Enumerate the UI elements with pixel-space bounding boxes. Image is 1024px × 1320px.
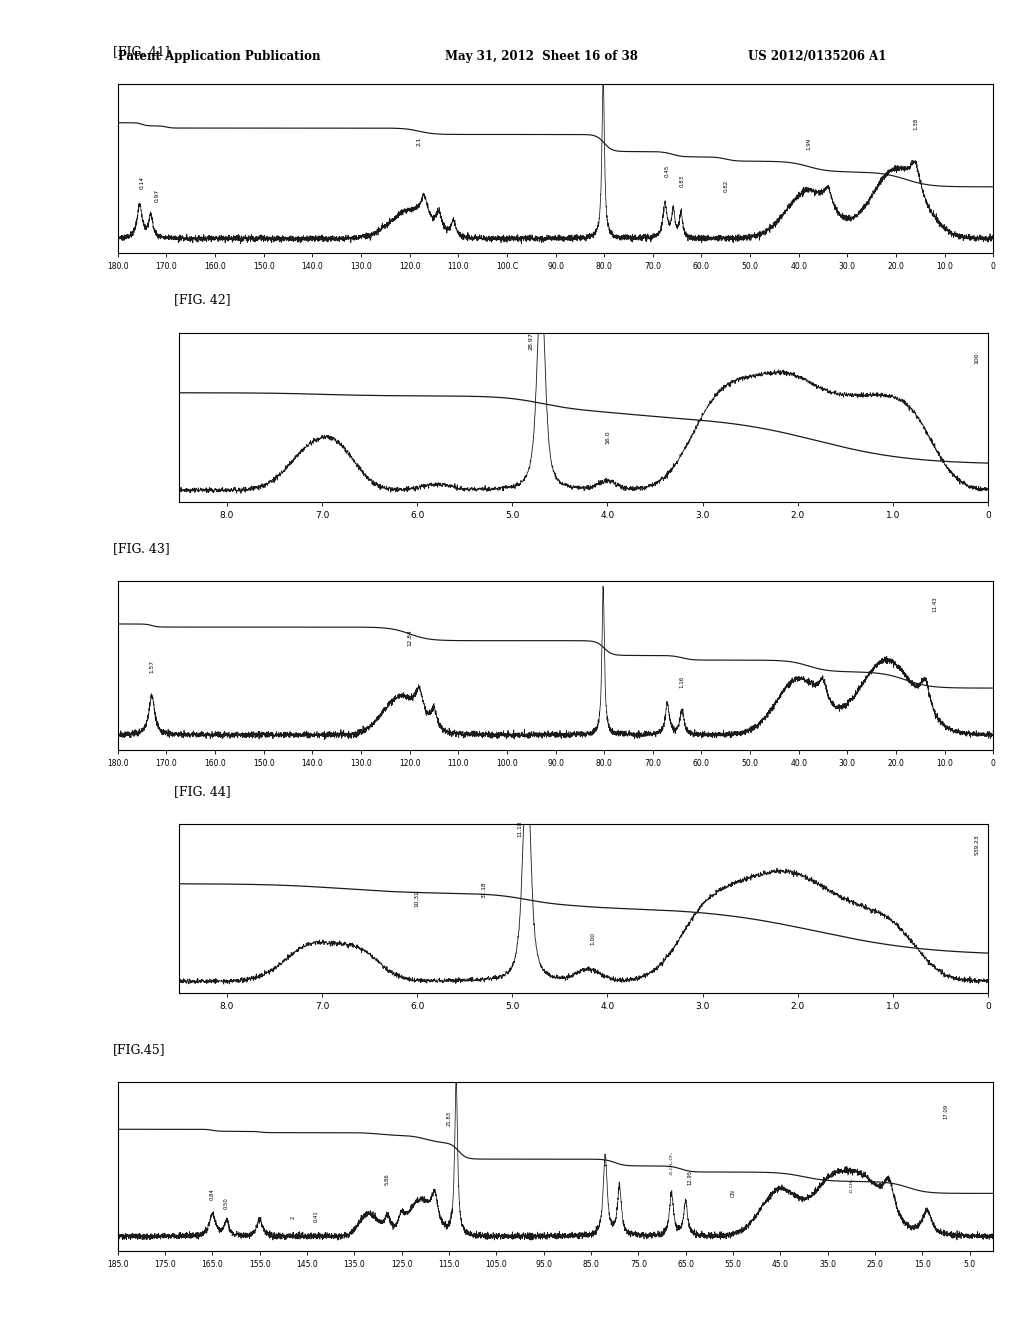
Text: 100: 100	[974, 352, 979, 364]
Text: S39.23: S39.23	[974, 834, 979, 855]
Text: -O-CH₂-CF₃: -O-CH₂-CF₃	[670, 1151, 674, 1175]
Text: 0.45: 0.45	[665, 165, 670, 177]
Text: US 2012/0135206 A1: US 2012/0135206 A1	[748, 50, 886, 63]
Text: Patent Application Publication: Patent Application Publication	[118, 50, 321, 63]
Text: 17.09: 17.09	[943, 1105, 948, 1119]
Text: 0.82: 0.82	[723, 180, 728, 191]
Text: 12.95: 12.95	[688, 1170, 693, 1185]
Text: 12.84: 12.84	[408, 630, 412, 647]
Text: 0.83: 0.83	[680, 174, 684, 187]
Text: 11.18: 11.18	[517, 820, 522, 837]
Text: 1.57: 1.57	[150, 660, 155, 673]
Text: -O-CH₂-: -O-CH₂-	[849, 1177, 853, 1193]
Text: 10.31: 10.31	[415, 890, 420, 907]
Text: 0.50: 0.50	[224, 1197, 229, 1209]
Text: 21.83: 21.83	[446, 1110, 452, 1126]
Text: 28.97: 28.97	[528, 331, 534, 350]
Text: 0.14: 0.14	[139, 177, 144, 189]
Text: 1.00: 1.00	[591, 932, 596, 945]
Text: 31.18: 31.18	[481, 882, 486, 898]
Text: 1.16: 1.16	[680, 676, 684, 688]
Text: [FIG. 43]: [FIG. 43]	[113, 541, 169, 554]
Text: 1.38: 1.38	[913, 117, 918, 131]
Text: 0.84: 0.84	[210, 1188, 215, 1200]
Text: ON: ON	[730, 1189, 735, 1197]
Text: [FIG. 42]: [FIG. 42]	[174, 293, 230, 306]
Text: May 31, 2012  Sheet 16 of 38: May 31, 2012 Sheet 16 of 38	[445, 50, 638, 63]
Text: [FIG. 41]: [FIG. 41]	[113, 45, 169, 58]
Text: 16.0: 16.0	[605, 430, 610, 445]
Text: 0.97: 0.97	[155, 189, 159, 202]
Text: 11.43: 11.43	[933, 595, 937, 611]
Text: 5.86: 5.86	[385, 1173, 390, 1185]
Text: 2.1: 2.1	[417, 137, 422, 147]
Text: 1.99: 1.99	[806, 137, 811, 150]
Text: 0.41: 0.41	[314, 1210, 319, 1222]
Text: 2: 2	[291, 1216, 295, 1220]
Text: [FIG.45]: [FIG.45]	[113, 1043, 165, 1056]
Text: [FIG. 44]: [FIG. 44]	[174, 784, 230, 797]
